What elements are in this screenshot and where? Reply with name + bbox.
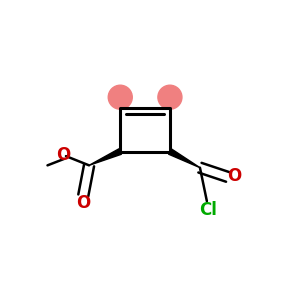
Text: Cl: Cl [199, 201, 217, 219]
Polygon shape [89, 149, 122, 165]
Text: O: O [56, 146, 70, 164]
Circle shape [158, 85, 182, 109]
Circle shape [108, 85, 132, 109]
Text: O: O [76, 194, 90, 212]
Text: O: O [227, 167, 242, 185]
Polygon shape [169, 149, 200, 168]
